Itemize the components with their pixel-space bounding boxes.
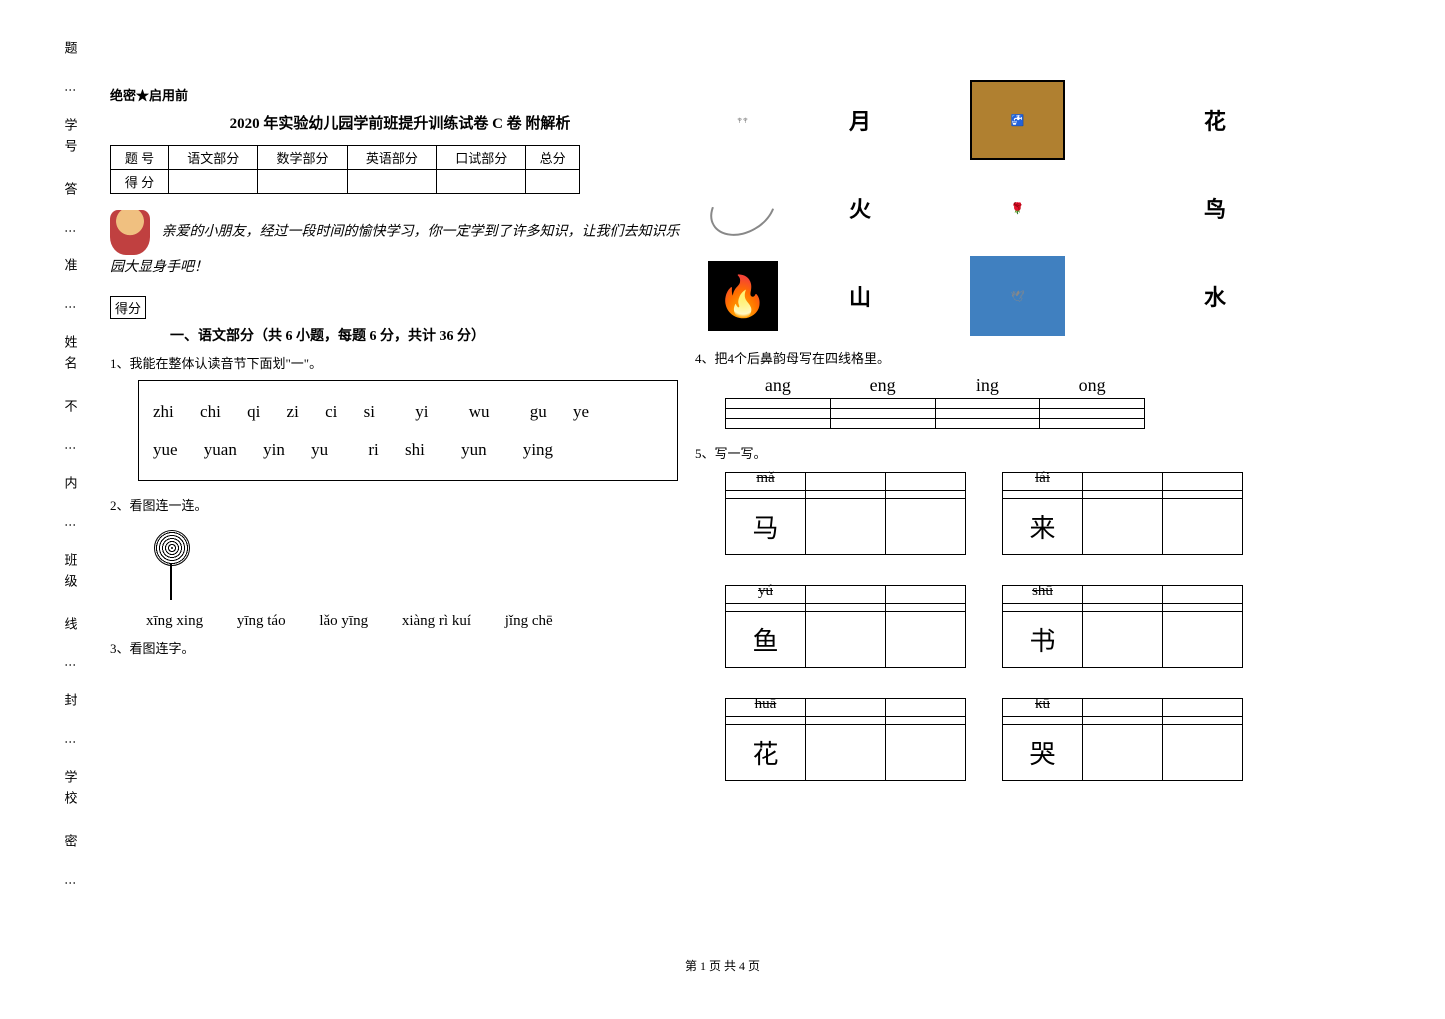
match-char: 花 <box>1195 104 1235 136</box>
q2-label: 2、看图连一连。 <box>110 495 690 514</box>
moon-icon <box>695 168 790 248</box>
match-char: 火 <box>840 192 880 224</box>
match-row: 𖥧𖥧 月 🚰 花 <box>695 80 1255 160</box>
q5-grid: mǎ 马 lái 来 yú 鱼 shū 书 huā 花 kū 哭 <box>725 472 1255 781</box>
binding-strip: 题 ⋮ 学号 答 ⋮ 准 ⋮ 姓名 不 ⋮ 内 ⋮ 班级 线 ⋮ 封 ⋮ 学校 … <box>55 30 85 900</box>
binding-field: 学校 <box>61 770 80 812</box>
score-row-label: 题 号 <box>111 146 169 170</box>
write-cell: yú 鱼 <box>725 585 966 668</box>
page-footer: 第 1 页 共 4 页 <box>0 957 1445 974</box>
match-row: 火 🌹 鸟 <box>695 168 1255 248</box>
match-row: 山 🕊 水 <box>695 256 1255 336</box>
paper-title: 2020 年实验幼儿园学前班提升训练试卷 C 卷 附解析 <box>110 112 690 133</box>
bird-icon: 🕊 <box>970 256 1065 336</box>
binding-field: 学号 <box>61 118 80 160</box>
binding-field: 班级 <box>61 553 80 595</box>
match-char: 鸟 <box>1195 192 1235 224</box>
binding-char: 内 <box>61 476 80 497</box>
score-row-label: 得 分 <box>111 170 169 194</box>
q5-label: 5、写一写。 <box>695 443 1255 462</box>
secret-label: 绝密★启用前 <box>110 85 690 104</box>
q4-label: 4、把4个后鼻韵母写在四线格里。 <box>695 348 1255 367</box>
q2-words: xīng xing yīng táo lǎo yīng xiàng rì kuí… <box>146 613 690 630</box>
binding-char: 封 <box>61 693 80 714</box>
flower-icon <box>146 530 196 600</box>
write-cell: shū 书 <box>1002 585 1243 668</box>
grass-icon: 𖥧𖥧 <box>695 80 790 160</box>
tap-icon: 🚰 <box>970 80 1065 160</box>
left-column: 绝密★启用前 2020 年实验幼儿园学前班提升训练试卷 C 卷 附解析 题 号 … <box>110 85 690 665</box>
right-column: 𖥧𖥧 月 🚰 花 火 🌹 鸟 山 🕊 水 4、把4个后鼻韵母写在四线格里。 an… <box>695 80 1255 781</box>
score-col: 英语部分 <box>347 146 436 170</box>
binding-char: 线 <box>61 617 80 638</box>
binding-char: 准 <box>61 258 80 279</box>
section-1-head: 一、语文部分（共 6 小题，每题 6 分，共计 36 分） <box>170 325 690 345</box>
write-cell: kū 哭 <box>1002 698 1243 781</box>
score-col: 总分 <box>526 146 580 170</box>
score-table: 题 号 语文部分 数学部分 英语部分 口试部分 总分 得 分 <box>110 145 580 194</box>
match-char: 水 <box>1195 280 1235 312</box>
score-col: 语文部分 <box>169 146 258 170</box>
write-cell: mǎ 马 <box>725 472 966 555</box>
binding-field: 姓名 <box>61 335 80 377</box>
binding-char: 密 <box>61 834 80 855</box>
score-box: 得分 <box>110 296 146 319</box>
q1-label: 1、我能在整体认读音节下面划"一"。 <box>110 353 690 372</box>
q1-pinyin-box: zhi chi qi zi ci si yi wu gu ye yue yuan… <box>138 380 678 481</box>
score-col: 数学部分 <box>258 146 347 170</box>
q3-label: 3、看图连字。 <box>110 638 690 657</box>
write-cell: huā 花 <box>725 698 966 781</box>
binding-char: 题 <box>61 41 80 62</box>
intro-text: 亲爱的小朋友，经过一段时间的愉快学习，你一定学到了许多知识，让我们去知识乐园大显… <box>110 210 690 280</box>
match-char: 月 <box>840 104 880 136</box>
q4-table: ang eng ing ong <box>725 375 1145 429</box>
binding-char: 答 <box>61 182 80 203</box>
score-col: 口试部分 <box>437 146 526 170</box>
match-char: 山 <box>840 280 880 312</box>
kid-icon <box>110 210 150 255</box>
fire-icon <box>695 256 790 336</box>
rose-icon: 🌹 <box>970 168 1065 248</box>
write-cell: lái 来 <box>1002 472 1243 555</box>
binding-char: 不 <box>61 399 80 420</box>
